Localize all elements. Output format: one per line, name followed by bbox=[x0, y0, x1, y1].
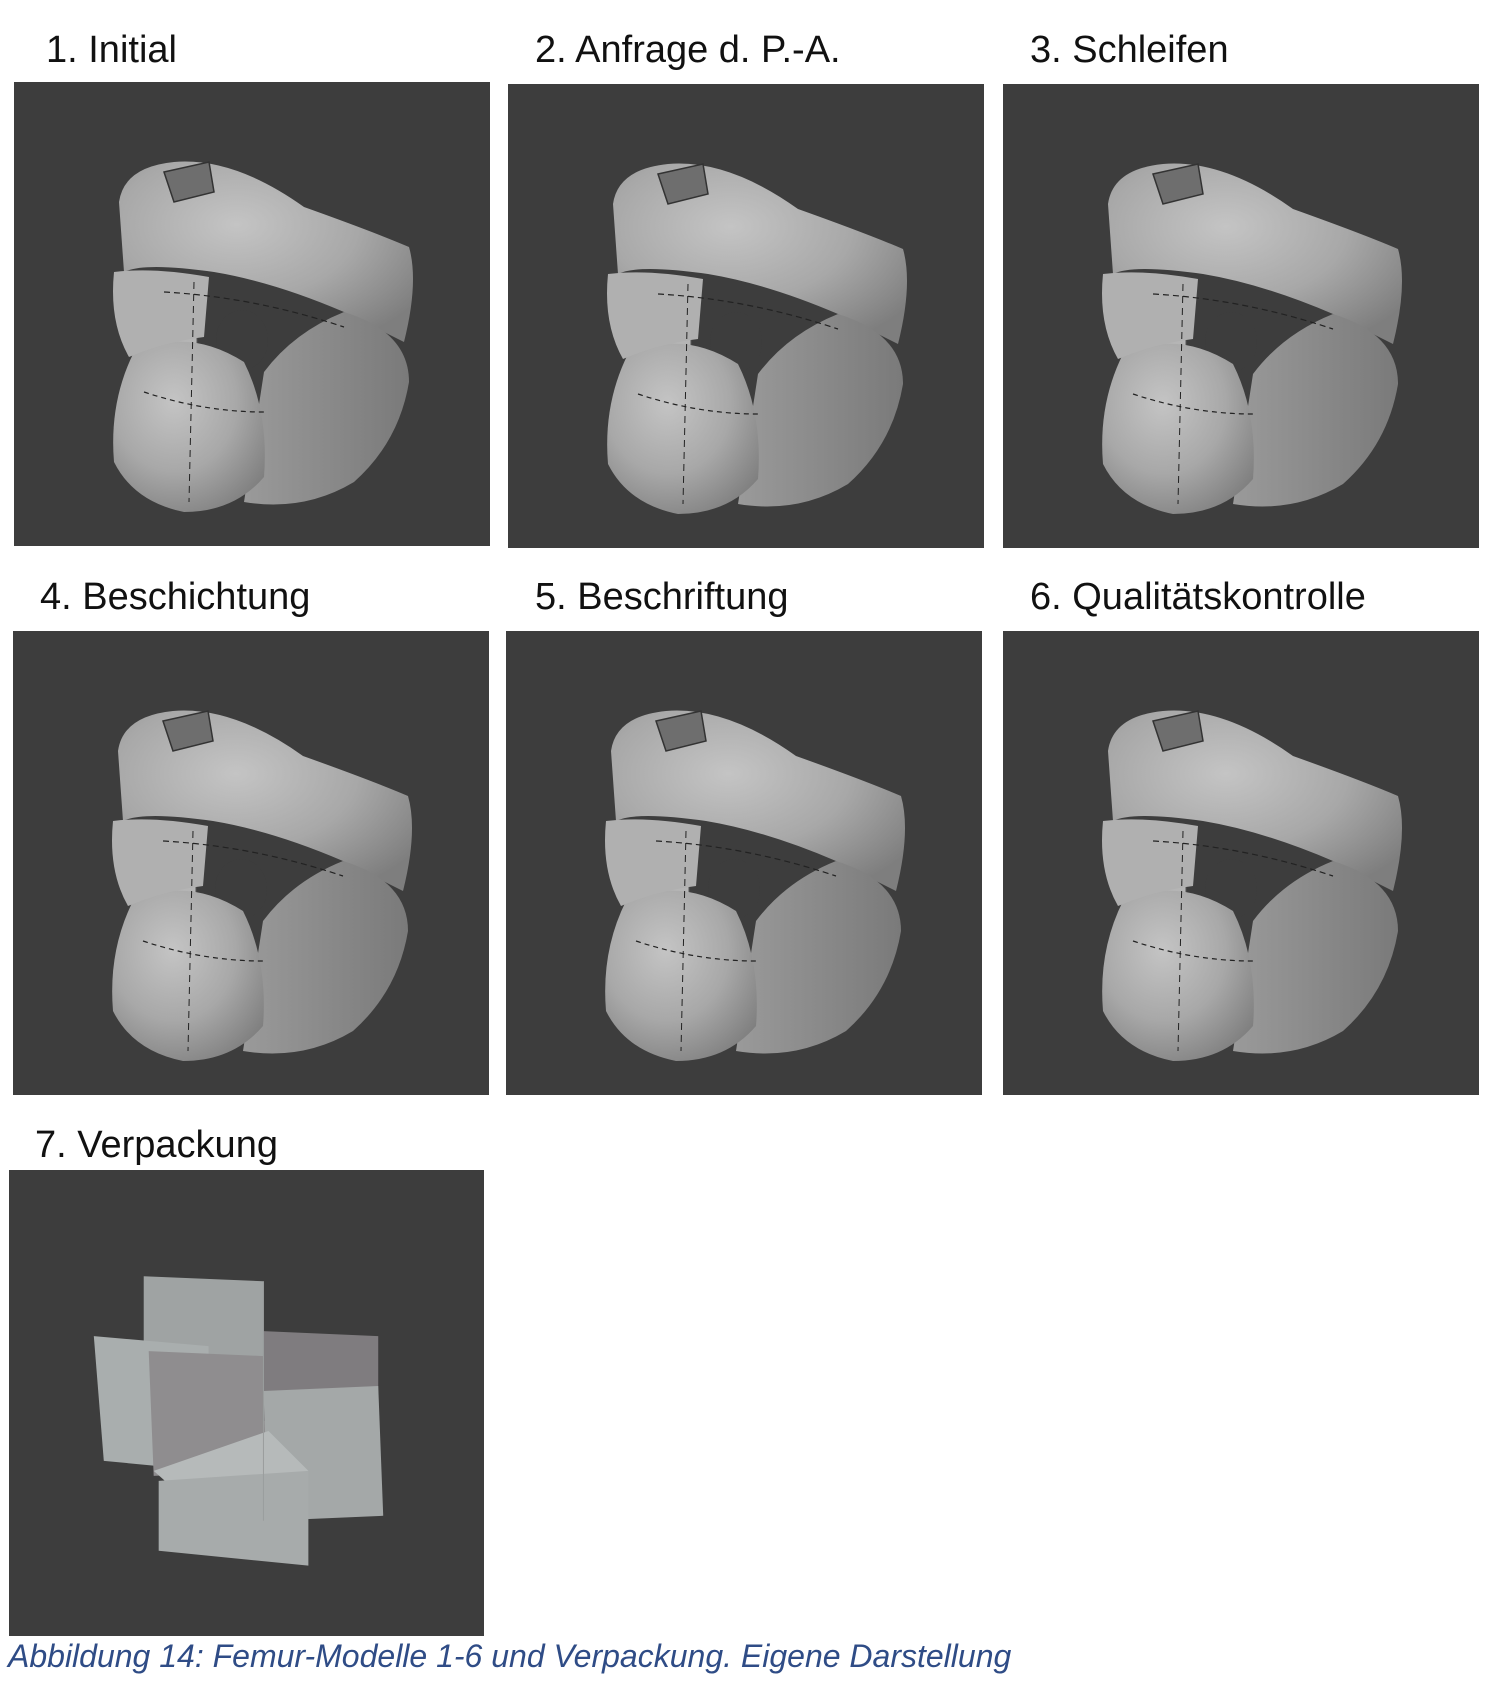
panel-title-3: 3. Schleifen bbox=[1030, 29, 1229, 71]
model-viewport-1 bbox=[14, 82, 490, 546]
femur-model-icon bbox=[1003, 631, 1479, 1095]
panel-title-1: 1. Initial bbox=[46, 29, 177, 71]
model-viewport-5 bbox=[506, 631, 982, 1095]
model-viewport-7 bbox=[9, 1170, 484, 1636]
figure-caption: Abbildung 14: Femur-Modelle 1-6 und Verp… bbox=[8, 1638, 1012, 1674]
model-viewport-2 bbox=[508, 84, 984, 548]
panel-title-5: 5. Beschriftung bbox=[535, 576, 789, 618]
femur-model-icon bbox=[508, 84, 984, 548]
model-viewport-3 bbox=[1003, 84, 1479, 548]
femur-model-icon bbox=[506, 631, 982, 1095]
panel-title-7: 7. Verpackung bbox=[35, 1124, 278, 1166]
model-viewport-6 bbox=[1003, 631, 1479, 1095]
femur-model-icon bbox=[13, 631, 489, 1095]
panel-title-2: 2. Anfrage d. P.-A. bbox=[535, 29, 841, 71]
femur-model-icon bbox=[14, 82, 490, 546]
packaging-model-icon bbox=[9, 1170, 484, 1636]
panel-title-6: 6. Qualitätskontrolle bbox=[1030, 576, 1366, 618]
panel-title-4: 4. Beschichtung bbox=[40, 576, 311, 618]
model-viewport-4 bbox=[13, 631, 489, 1095]
femur-model-icon bbox=[1003, 84, 1479, 548]
